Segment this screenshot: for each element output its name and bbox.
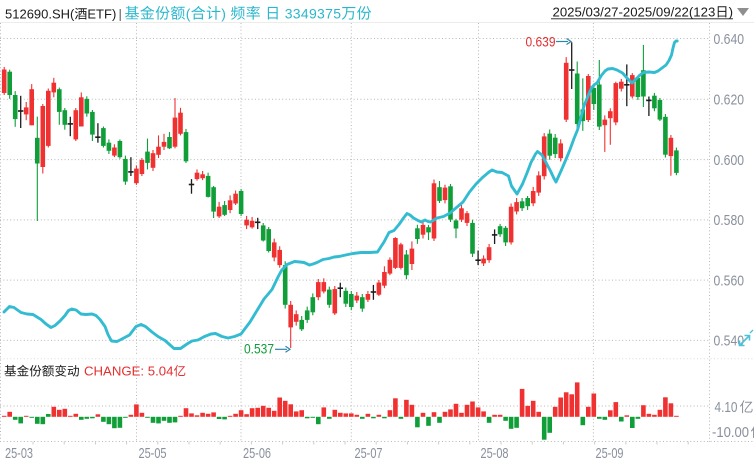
- svg-text:512690.SH(: 512690.SH(: [5, 7, 75, 22]
- svg-text:25-06: 25-06: [243, 445, 271, 462]
- svg-text:): ): [221, 6, 226, 22]
- svg-text:0.537: 0.537: [244, 341, 274, 356]
- svg-text:ETF): ETF): [87, 7, 116, 22]
- svg-text:-10.00: -10.00: [712, 424, 749, 441]
- svg-text:0.560: 0.560: [714, 272, 745, 289]
- svg-text:5.04: 5.04: [148, 364, 174, 379]
- svg-text:25-05: 25-05: [139, 445, 167, 462]
- svg-text:25-09: 25-09: [596, 445, 624, 462]
- svg-text:25-07: 25-07: [355, 445, 383, 462]
- svg-text:0.620: 0.620: [714, 92, 745, 109]
- svg-text:(: (: [186, 6, 191, 22]
- svg-text:3349375: 3349375: [285, 6, 342, 22]
- svg-text:0.640: 0.640: [714, 31, 745, 48]
- svg-text:0.600: 0.600: [714, 152, 745, 169]
- svg-text:|: |: [119, 7, 122, 22]
- svg-text:25-08: 25-08: [481, 445, 509, 462]
- svg-text:CHANGE:: CHANGE:: [84, 364, 144, 379]
- svg-text:0.639: 0.639: [526, 34, 556, 49]
- svg-text:25-03: 25-03: [5, 445, 33, 462]
- svg-text:2025/03/27-2025/09/22(123: 2025/03/27-2025/09/22(123: [553, 5, 716, 20]
- svg-text:0.580: 0.580: [714, 212, 745, 229]
- svg-text:): ): [729, 5, 733, 20]
- svg-text:4.10: 4.10: [715, 399, 738, 416]
- svg-text:0.540: 0.540: [714, 333, 745, 350]
